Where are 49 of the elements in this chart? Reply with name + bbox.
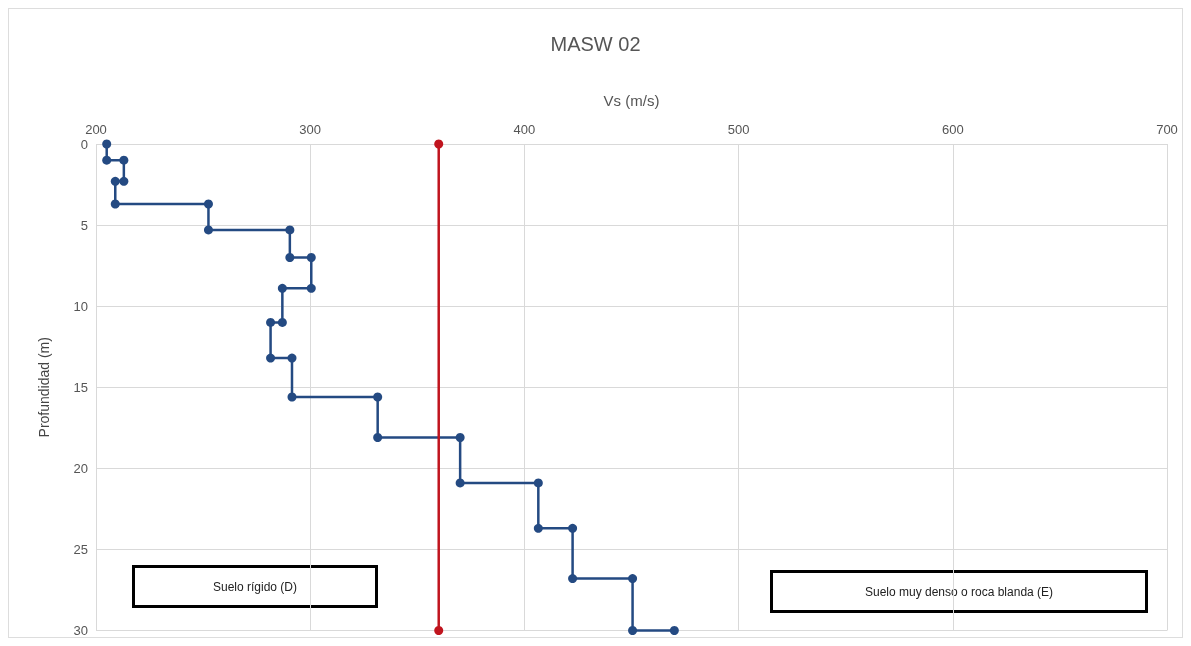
point [373,433,383,443]
point [434,139,444,149]
point [110,176,120,186]
point [119,155,129,165]
y-tick-label: 0 [80,136,88,152]
point [306,283,316,293]
y-tick-label: 10 [73,298,88,314]
point [533,523,543,533]
point [455,433,465,443]
y-axis-title: Profundidad (m) [36,337,52,438]
point [110,199,120,209]
point [568,574,578,584]
point [306,253,316,263]
point [203,199,213,209]
point [285,253,295,263]
point [568,523,578,533]
point [669,626,679,635]
chart-title: MASW 02 [550,33,641,55]
point [119,176,129,186]
point [628,626,638,635]
point [277,283,287,293]
point [277,317,287,327]
y-tick-label: 30 [73,623,88,638]
x-tick-label: 200 [85,122,107,137]
x-tick-label: 600 [941,122,964,137]
x-tick-label: 500 [727,122,750,137]
point [434,626,444,635]
point [203,225,213,235]
x-tick-label: 700 [1156,122,1178,137]
y-tick-label: 20 [73,460,88,476]
point [287,353,297,363]
point [285,225,295,235]
point [266,317,276,327]
annotation: Suelo muy denso o roca blanda (E) [864,584,1054,599]
point [287,392,297,402]
y-tick-label: 25 [73,541,88,557]
x-tick-label: 300 [299,122,322,137]
point [102,139,112,149]
point [455,478,465,488]
annotation: Suelo rígido (D) [212,579,298,594]
y-tick-label: 5 [80,217,88,233]
y-tick-label: 15 [73,379,88,395]
point [266,353,276,363]
x-axis-title: Vs (m/s) [603,92,660,109]
point [533,478,543,488]
point [373,392,383,402]
point [102,155,112,165]
point [628,574,638,584]
x-tick-label: 400 [513,122,536,137]
